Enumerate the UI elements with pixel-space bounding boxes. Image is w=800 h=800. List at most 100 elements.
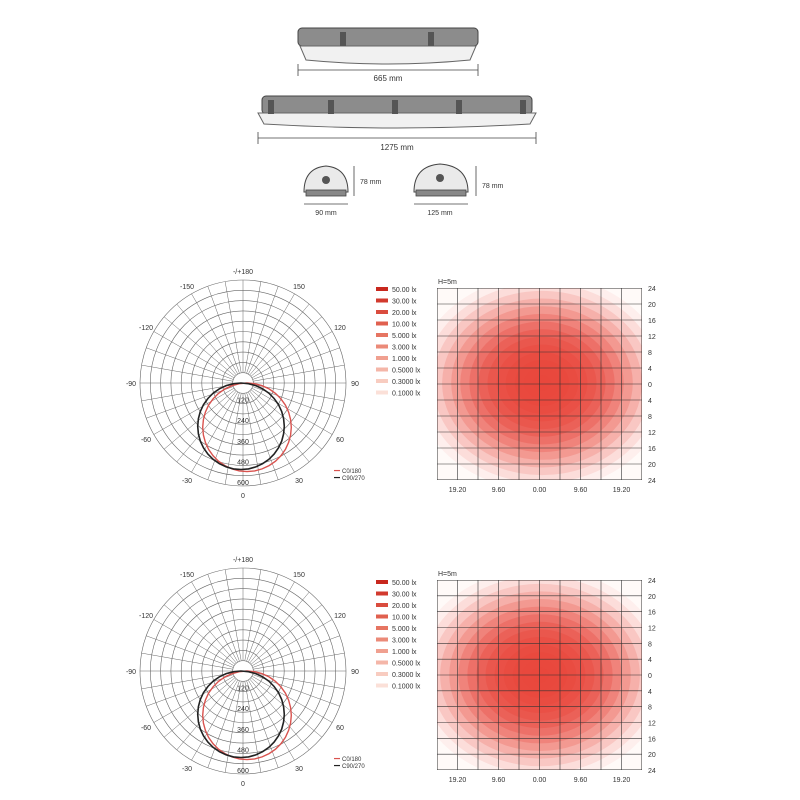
diagram1-polar-legend-c0: C0/180: [342, 469, 362, 475]
diagram2-polar-spoke: [224, 569, 242, 661]
diagram2-iso-y-tick: 20: [648, 752, 656, 759]
diagram1-polar-angle-label: -60: [141, 437, 151, 444]
diagram2-iso-y-tick: 12: [648, 626, 656, 633]
diagram2-polar-spoke: [246, 574, 279, 662]
cross-section-large: 125 mm 78 mm: [413, 163, 504, 217]
diagram2-polar-spoke: [251, 675, 333, 723]
diagram1-polar-angle-label: 150: [293, 284, 305, 291]
diagram1-legend-level-label: 30.00 lx: [392, 299, 417, 306]
diagram1-polar-spoke: [153, 331, 235, 379]
luminaire-short-drawing: 665 mm: [297, 27, 479, 83]
diagram2-legend-level-label: 20.00 lx: [392, 603, 417, 610]
diagram2-polar-radial-label: 600: [237, 768, 249, 775]
diagram2-polar-spoke: [252, 635, 340, 668]
diagram2-iso-x-tick: 0.00: [533, 777, 547, 784]
diagram1-polar-spoke: [252, 347, 340, 380]
diagram2-polar-angle-label: 30: [295, 766, 303, 773]
diagram2-polar-legend-c0: C0/180: [342, 757, 362, 763]
diagram2-polar-radial-label: 120: [237, 686, 249, 693]
diagram2-legend-level-label: 5.000 lx: [392, 626, 417, 633]
diagram2-polar-angle-label: -90: [126, 669, 136, 676]
diagram1-iso-x-tick: 9.60: [492, 487, 506, 494]
diagram1-polar-radial-label: 360: [237, 439, 249, 446]
diagram1-iso-x-tick: 19.20: [613, 487, 631, 494]
diagram1-legend-level-label: 20.00 lx: [392, 310, 417, 317]
diagram2-polar-angle-label: -30: [182, 766, 192, 773]
diagram2-legend-level-swatch: [376, 626, 388, 630]
diagram1-polar-spoke: [246, 286, 279, 374]
diagram1-polar-spoke: [141, 364, 233, 382]
luminaire-long-drawing: 1275 mm: [257, 95, 537, 152]
diagram2-polar-spoke: [153, 675, 235, 723]
diagram1-iso-x-tick: 9.60: [574, 487, 588, 494]
diagram2-iso-y-tick: 4: [648, 657, 652, 664]
diagram2-polar-spoke: [207, 680, 240, 768]
diagram1-polar-spoke: [253, 384, 345, 402]
diagram1-iso-y-tick: 16: [648, 318, 656, 325]
diagram2-legend-level-swatch: [376, 637, 388, 642]
diagram1-polar-spoke: [247, 293, 295, 375]
diagram1-iso-y-tick: 8: [648, 414, 652, 421]
photometric-diagram-1: -/+180-150 150-120 120-90 90-60 60-30 3001202…: [126, 269, 656, 500]
diagram2-polar-angle-label: 0: [241, 781, 245, 788]
diagram1-iso-y-tick: 20: [648, 302, 656, 309]
diagram2-polar-spoke: [141, 652, 233, 670]
diagram1-polar-spoke: [249, 303, 310, 376]
diagram1-polar-spoke: [207, 392, 240, 480]
diagram1-polar-spoke: [250, 316, 323, 377]
small-height-label: 78 mm: [360, 179, 382, 186]
diagram2-legend-level-label: 1.000 lx: [392, 649, 417, 656]
large-height-label: 78 mm: [482, 183, 504, 190]
diagram2-iso-height-label: H=5m: [438, 571, 457, 578]
diagram2-polar-angle-label: 60: [336, 725, 344, 732]
diagram2-polar-curve-c90: [201, 670, 293, 761]
diagram2-polar-spoke: [153, 619, 235, 667]
diagram2-iso-x-tick: 19.20: [613, 777, 631, 784]
diagram2-iso-x-tick: 9.60: [492, 777, 506, 784]
diagram1-legend-level-swatch: [376, 356, 388, 360]
diagram1-legend-level-label: 0.1000 lx: [392, 391, 421, 398]
diagram2-polar-spoke: [247, 679, 295, 761]
diagram1-polar-spoke: [251, 331, 333, 379]
diagram2-polar-curve-c0: [196, 670, 286, 759]
diagram2-polar-spoke: [191, 581, 239, 663]
diagram1-legend-level-label: 1.000 lx: [392, 356, 417, 363]
diagram1-polar-radial-label: 480: [237, 459, 249, 466]
diagram2-polar-angle-label: 120: [334, 613, 346, 620]
diagram1-polar-spoke: [253, 364, 345, 382]
diagram1-polar-angle-label: 0: [241, 493, 245, 500]
diagram2-legend-level-swatch: [376, 614, 388, 619]
diagram2-iso-y-tick: 24: [648, 768, 656, 775]
diagram1-legend-level-swatch: [376, 367, 388, 372]
diagram1-polar-spoke: [224, 393, 242, 485]
diagram2-legend-level-label: 3.000 lx: [392, 638, 417, 645]
diagram1-iso-y-tick: 12: [648, 334, 656, 341]
diagram1-iso-x-tick: 0.00: [533, 487, 547, 494]
diagram1-legend-level-swatch: [376, 310, 388, 314]
diagram1-legend-level-swatch: [376, 344, 388, 349]
diagram1-legend-level-swatch: [376, 321, 388, 326]
small-width-label: 90 mm: [315, 210, 337, 217]
diagram1-polar-angle-label: 30: [295, 478, 303, 485]
diagram1-polar-curve: -/+180 -150 150 -120 120 -90 90 -60 60 -30 30 0 120 2…: [126, 269, 365, 500]
diagram2-polar-spoke: [250, 604, 323, 665]
diagram2-iso-y-tick: 12: [648, 721, 656, 728]
diagram1-polar-angle-label: -150: [180, 284, 194, 291]
diagram2-polar-legend-c90: C90/270: [342, 764, 365, 770]
diagram1-legend-level-swatch: [376, 390, 388, 395]
cross-section-small: 90 mm 78 mm: [303, 165, 382, 217]
diagram2-iso-y-tick: 16: [648, 610, 656, 617]
diagram2-polar-spoke: [207, 574, 240, 662]
diagram1-iso-y-tick: 0: [648, 382, 652, 389]
diagram1-polar-spoke: [246, 392, 279, 480]
diagram2-polar-spoke: [141, 672, 233, 690]
diagram1-polar-angle-label: -90: [126, 381, 136, 388]
diagram1-polar-spoke: [191, 391, 239, 473]
diagram1-iso-y-tick: 4: [648, 398, 652, 405]
diagram1-iso-y-tick: 24: [648, 286, 656, 293]
diagram2-polar-spoke: [163, 677, 236, 738]
diagram1-polar-curve-c90: [201, 382, 293, 473]
diagram2-polar-radial-label: 240: [237, 706, 249, 713]
diagram2-iso-y-tick: 8: [648, 705, 652, 712]
